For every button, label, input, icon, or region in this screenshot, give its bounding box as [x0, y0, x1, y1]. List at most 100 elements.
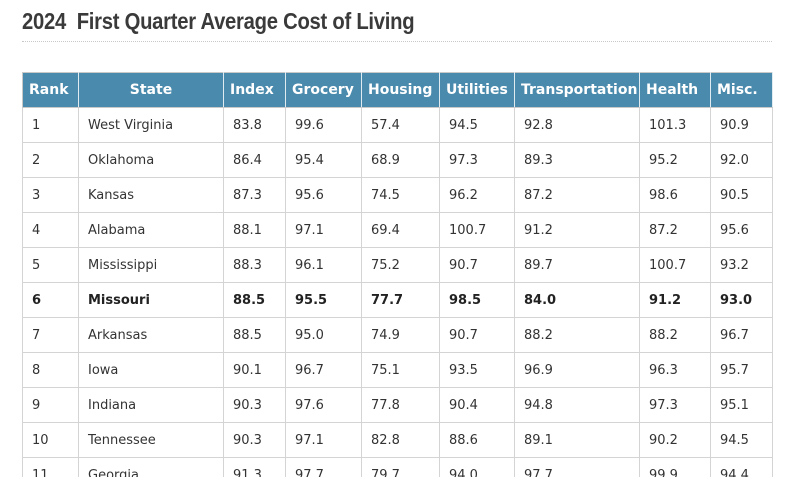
cell-transportation: 87.2 — [514, 177, 640, 213]
cell-utilities: 88.6 — [439, 422, 515, 458]
cell-housing: 79.7 — [361, 457, 440, 477]
cell-housing: 77.8 — [361, 387, 440, 423]
cell-health: 95.2 — [639, 142, 711, 178]
cell-grocery: 97.1 — [285, 212, 362, 248]
cell-grocery: 96.1 — [285, 247, 362, 283]
cell-transportation: 96.9 — [514, 352, 640, 388]
header-index[interactable]: Index — [223, 72, 286, 108]
cell-transportation: 92.8 — [514, 107, 640, 143]
header-utilities[interactable]: Utilities — [439, 72, 515, 108]
cell-utilities: 94.0 — [439, 457, 515, 477]
cell-transportation: 88.2 — [514, 317, 640, 353]
cell-misc: 90.9 — [710, 107, 773, 143]
cell-rank: 8 — [22, 352, 79, 388]
cell-housing: 68.9 — [361, 142, 440, 178]
cell-transportation: 97.7 — [514, 457, 640, 477]
cell-health: 90.2 — [639, 422, 711, 458]
cell-rank: 9 — [22, 387, 79, 423]
cell-grocery: 97.6 — [285, 387, 362, 423]
header-misc[interactable]: Misc. — [710, 72, 773, 108]
cell-index: 86.4 — [223, 142, 286, 178]
cell-health: 97.3 — [639, 387, 711, 423]
cell-state: Iowa — [78, 352, 224, 388]
cell-index: 88.5 — [223, 282, 286, 318]
cell-state: Arkansas — [78, 317, 224, 353]
cell-state: Tennessee — [78, 422, 224, 458]
cell-rank: 2 — [22, 142, 79, 178]
table-row: 7 Arkansas 88.5 95.0 74.9 90.7 88.2 88.2 96.7 — [22, 317, 773, 353]
cell-grocery: 96.7 — [285, 352, 362, 388]
cell-index: 83.8 — [223, 107, 286, 143]
cell-misc: 95.1 — [710, 387, 773, 423]
header-rank[interactable]: Rank — [22, 72, 79, 108]
table-row: 4 Alabama 88.1 97.1 69.4 100.7 91.2 87.2 95.6 — [22, 212, 773, 248]
cell-misc: 95.7 — [710, 352, 773, 388]
page-title: 2024 First Quarter Average Cost of Livin… — [22, 8, 415, 34]
cell-health: 101.3 — [639, 107, 711, 143]
cell-misc: 93.0 — [710, 282, 773, 318]
header-row: Rank State Index Grocery Housing Utiliti… — [22, 72, 773, 108]
cell-housing: 74.9 — [361, 317, 440, 353]
cell-transportation: 89.1 — [514, 422, 640, 458]
cell-misc: 94.4 — [710, 457, 773, 477]
cell-index: 88.1 — [223, 212, 286, 248]
cell-grocery: 97.1 — [285, 422, 362, 458]
header-health[interactable]: Health — [639, 72, 711, 108]
cell-misc: 96.7 — [710, 317, 773, 353]
cell-utilities: 100.7 — [439, 212, 515, 248]
header-housing[interactable]: Housing — [361, 72, 440, 108]
cell-utilities: 90.7 — [439, 247, 515, 283]
cell-index: 91.3 — [223, 457, 286, 477]
cell-utilities: 97.3 — [439, 142, 515, 178]
table-row: 6 Missouri 88.5 95.5 77.7 98.5 84.0 91.2 93.0 — [22, 282, 773, 318]
table-row: 11 Georgia 91.3 97.7 79.7 94.0 97.7 99.9 94.4 — [22, 457, 773, 477]
cell-utilities: 90.7 — [439, 317, 515, 353]
cell-grocery: 95.6 — [285, 177, 362, 213]
cell-utilities: 93.5 — [439, 352, 515, 388]
cell-housing: 77.7 — [361, 282, 440, 318]
cell-grocery: 95.5 — [285, 282, 362, 318]
cell-state: Kansas — [78, 177, 224, 213]
cell-health: 87.2 — [639, 212, 711, 248]
cell-misc: 93.2 — [710, 247, 773, 283]
cell-health: 99.9 — [639, 457, 711, 477]
cell-transportation: 84.0 — [514, 282, 640, 318]
header-transportation[interactable]: Transportation — [514, 72, 640, 108]
cell-state: Georgia — [78, 457, 224, 477]
table-row: 2 Oklahoma 86.4 95.4 68.9 97.3 89.3 95.2 92.0 — [22, 142, 773, 178]
cell-transportation: 89.3 — [514, 142, 640, 178]
cell-health: 91.2 — [639, 282, 711, 318]
cell-transportation: 91.2 — [514, 212, 640, 248]
cell-health: 96.3 — [639, 352, 711, 388]
cell-grocery: 95.4 — [285, 142, 362, 178]
cell-misc: 90.5 — [710, 177, 773, 213]
cell-grocery: 99.6 — [285, 107, 362, 143]
cell-utilities: 96.2 — [439, 177, 515, 213]
cell-utilities: 98.5 — [439, 282, 515, 318]
cell-housing: 74.5 — [361, 177, 440, 213]
cell-housing: 75.2 — [361, 247, 440, 283]
cell-state: Indiana — [78, 387, 224, 423]
cell-housing: 69.4 — [361, 212, 440, 248]
cell-housing: 82.8 — [361, 422, 440, 458]
table-row: 1 West Virginia 83.8 99.6 57.4 94.5 92.8 101.3 9… — [22, 107, 773, 143]
cell-grocery: 97.7 — [285, 457, 362, 477]
cell-housing: 57.4 — [361, 107, 440, 143]
table-row: 3 Kansas 87.3 95.6 74.5 96.2 87.2 98.6 90.5 — [22, 177, 773, 213]
header-grocery[interactable]: Grocery — [285, 72, 362, 108]
title-divider — [22, 41, 772, 42]
cell-rank: 5 — [22, 247, 79, 283]
cell-rank: 3 — [22, 177, 79, 213]
table-row: 10 Tennessee 90.3 97.1 82.8 88.6 89.1 90.2 94.5 — [22, 422, 773, 458]
cell-utilities: 90.4 — [439, 387, 515, 423]
cell-grocery: 95.0 — [285, 317, 362, 353]
cost-of-living-table: Rank State Index Grocery Housing Utiliti… — [22, 72, 773, 477]
cell-utilities: 94.5 — [439, 107, 515, 143]
cell-rank: 4 — [22, 212, 79, 248]
header-state[interactable]: State — [78, 72, 224, 108]
cell-index: 87.3 — [223, 177, 286, 213]
cell-rank: 11 — [22, 457, 79, 477]
cell-state: Missouri — [78, 282, 224, 318]
cell-housing: 75.1 — [361, 352, 440, 388]
cell-rank: 10 — [22, 422, 79, 458]
